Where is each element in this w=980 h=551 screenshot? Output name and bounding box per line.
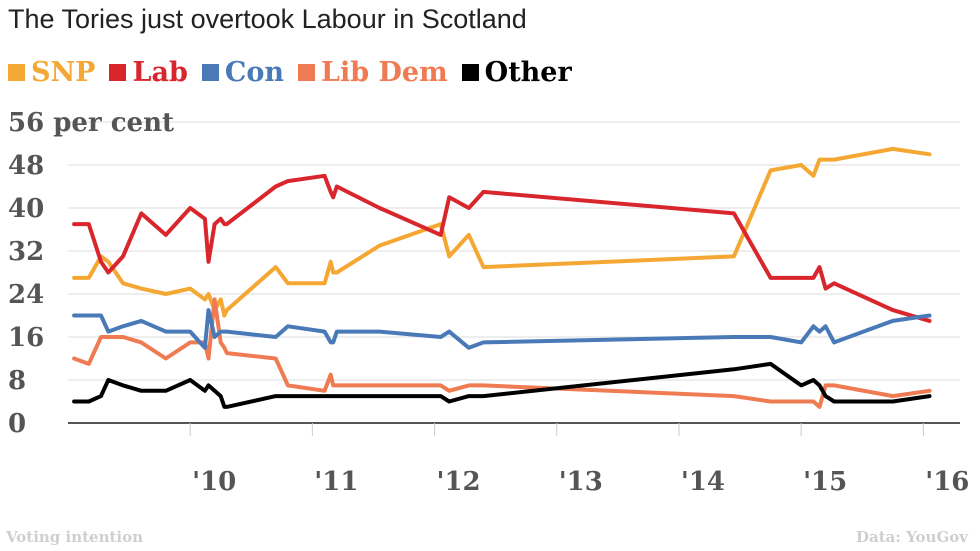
- legend-label: Con: [224, 56, 284, 88]
- legend-label: Other: [484, 56, 572, 88]
- x-tick-label: '11: [314, 467, 358, 497]
- y-tick-label: 16: [8, 323, 44, 353]
- legend-swatch: [201, 63, 219, 81]
- x-tick-label: '16: [925, 467, 969, 497]
- y-tick-label: 24: [8, 280, 44, 310]
- legend-swatch: [461, 63, 479, 81]
- legend-item: Con: [201, 56, 284, 88]
- legend: SNP Lab Con Lib Dem Other: [8, 54, 586, 90]
- legend-swatch: [297, 63, 315, 81]
- legend-label: Lib Dem: [320, 56, 448, 88]
- x-tick-label: '15: [803, 467, 847, 497]
- series-line-other: [72, 361, 932, 409]
- x-tick-label: '10: [192, 467, 236, 497]
- legend-label: SNP: [31, 56, 96, 88]
- y-tick-label: 48: [8, 151, 44, 181]
- legend-swatch: [109, 63, 127, 81]
- legend-swatch: [8, 63, 25, 81]
- series-line-snp: [72, 146, 932, 318]
- legend-item: SNP: [8, 57, 95, 88]
- y-tick-label: 32: [8, 237, 44, 267]
- series-line-con: [72, 308, 932, 350]
- legend-label: Lab: [132, 56, 188, 88]
- legend-item: Lib Dem: [297, 56, 448, 88]
- y-tick-label: 40: [8, 194, 44, 224]
- legend-item: Lab: [109, 56, 188, 88]
- y-tick-label: 56 per cent: [8, 108, 174, 138]
- chart-title: The Tories just overtook Labour in Scotl…: [8, 4, 527, 34]
- x-tick-label: '14: [681, 467, 725, 497]
- x-tick-label: '13: [559, 467, 603, 497]
- y-tick-label: 0: [8, 409, 26, 439]
- series-line-lab: [72, 173, 932, 323]
- footer-note: Voting intention: [6, 528, 144, 546]
- y-tick-label: 8: [8, 366, 26, 396]
- x-tick-label: '12: [436, 467, 480, 497]
- legend-item: Other: [461, 56, 572, 88]
- data-source: Data: YouGov: [856, 528, 968, 546]
- series-line-lib-dem: [72, 297, 932, 409]
